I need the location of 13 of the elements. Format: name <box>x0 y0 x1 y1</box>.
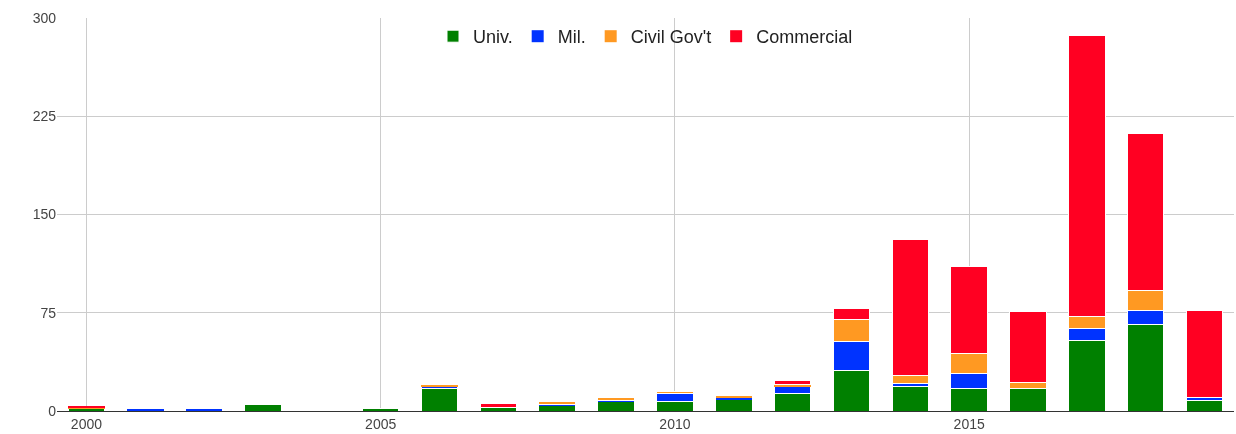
legend-label: Univ. <box>473 27 513 48</box>
x-tick-label: 2010 <box>659 415 691 432</box>
legend-label: Commercial <box>756 27 853 48</box>
y-tick-label: 300 <box>32 9 57 26</box>
y-tick-label: 225 <box>32 108 57 125</box>
y-tick-label: 75 <box>40 304 57 321</box>
y-tick-label: 150 <box>32 206 57 223</box>
x-tick-label: 2015 <box>953 415 985 432</box>
legend-label: Civil Gov't <box>630 27 712 48</box>
x-tick-label: 2000 <box>70 415 103 432</box>
x-tick-label: 2005 <box>365 415 397 432</box>
y-tick-label: 0 <box>48 402 57 419</box>
legend-label: Mil. <box>557 27 586 48</box>
